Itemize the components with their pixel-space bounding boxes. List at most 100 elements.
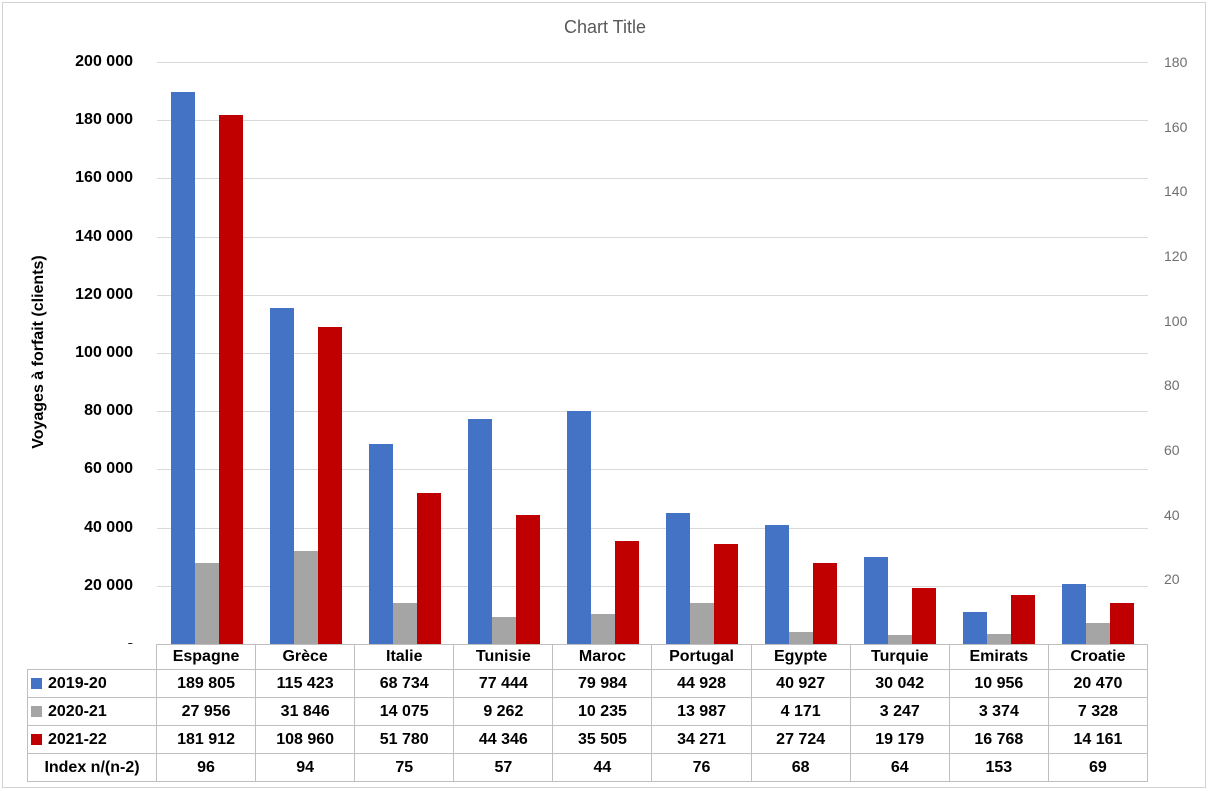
category-header-portugal: Portugal <box>652 644 752 670</box>
series-row-header-2019-20: 2019-20 <box>27 670 157 698</box>
right-axis-tick: 160 <box>1164 119 1188 135</box>
bar-italie-2021-22 <box>416 493 441 644</box>
value-2020-21-tunisie: 9 262 <box>454 698 554 726</box>
index-value-portugal: 76 <box>652 754 752 782</box>
index-value-emirats: 153 <box>949 754 1049 782</box>
bar-maroc-2019-20 <box>566 411 591 644</box>
left-axis-tick: 100 000 <box>75 344 133 361</box>
value-2020-21-italie: 14 075 <box>355 698 455 726</box>
bar-croatie-2020-21 <box>1086 623 1111 644</box>
left-axis-tick: 180 000 <box>75 111 133 128</box>
bar-group-portugal <box>653 62 752 644</box>
index-value-italie: 75 <box>355 754 455 782</box>
legend-swatch-2020-21 <box>31 706 42 717</box>
gridline <box>157 295 1148 296</box>
value-2019-20-emirats: 10 956 <box>949 670 1049 698</box>
right-axis-tick: 80 <box>1164 377 1180 393</box>
gridline <box>157 353 1148 354</box>
right-axis-tick: 120 <box>1164 248 1188 264</box>
value-2020-21-espagne: 27 956 <box>157 698 257 726</box>
bar-emirats-2019-20 <box>963 612 988 644</box>
value-2019-20-egypte: 40 927 <box>751 670 851 698</box>
series-row-header-2020-21: 2020-21 <box>27 698 157 726</box>
bar-emirats-2020-21 <box>987 634 1012 644</box>
bar-egypte-2020-21 <box>789 632 814 644</box>
bar-group-croatie <box>1049 62 1148 644</box>
value-2020-21-emirats: 3 374 <box>949 698 1049 726</box>
index-value-maroc: 44 <box>553 754 653 782</box>
gridline <box>157 62 1148 63</box>
value-2021-22-espagne: 181 912 <box>157 726 257 754</box>
series-name-label: 2021-22 <box>48 730 107 748</box>
value-2020-21-portugal: 13 987 <box>652 698 752 726</box>
value-2021-22-emirats: 16 768 <box>949 726 1049 754</box>
bar-maroc-2021-22 <box>614 541 639 644</box>
category-header-italie: Italie <box>355 644 455 670</box>
bar-tunisie-2020-21 <box>491 617 516 644</box>
bar-group-italie <box>355 62 454 644</box>
value-2021-22-grèce: 108 960 <box>256 726 356 754</box>
value-2019-20-croatie: 20 470 <box>1048 670 1148 698</box>
gridline <box>157 469 1148 470</box>
category-header-espagne: Espagne <box>157 644 257 670</box>
bar-italie-2019-20 <box>368 444 393 644</box>
bar-egypte-2021-22 <box>813 563 838 644</box>
gridline <box>157 411 1148 412</box>
bar-turquie-2019-20 <box>864 557 889 644</box>
gridline <box>157 528 1148 529</box>
bar-turquie-2021-22 <box>912 588 937 644</box>
left-axis-tick: 160 000 <box>75 169 133 186</box>
legend-swatch-2021-22 <box>31 734 42 745</box>
bar-group-tunisie <box>454 62 553 644</box>
category-header-turquie: Turquie <box>850 644 950 670</box>
gridline <box>157 586 1148 587</box>
index-value-grèce: 94 <box>256 754 356 782</box>
value-2020-21-maroc: 10 235 <box>553 698 653 726</box>
index-value-tunisie: 57 <box>454 754 554 782</box>
value-2021-22-maroc: 35 505 <box>553 726 653 754</box>
value-2019-20-grèce: 115 423 <box>256 670 356 698</box>
value-2020-21-turquie: 3 247 <box>850 698 950 726</box>
value-2021-22-croatie: 14 161 <box>1048 726 1148 754</box>
left-axis-tick: 20 000 <box>84 577 133 594</box>
category-header-maroc: Maroc <box>553 644 653 670</box>
chart-title: Chart Title <box>563 17 647 37</box>
value-2021-22-egypte: 27 724 <box>751 726 851 754</box>
left-axis-tick: 140 000 <box>75 228 133 245</box>
bar-group-egypte <box>752 62 851 644</box>
left-axis-tick: 120 000 <box>75 286 133 303</box>
legend-swatch-2019-20 <box>31 678 42 689</box>
bar-group-espagne <box>157 62 256 644</box>
value-2021-22-portugal: 34 271 <box>652 726 752 754</box>
index-row-header: Index n/(n-2) <box>27 754 157 782</box>
value-2021-22-italie: 51 780 <box>355 726 455 754</box>
series-name-label: 2019-20 <box>48 674 107 692</box>
bar-espagne-2021-22 <box>218 115 243 644</box>
series-name-label: 2020-21 <box>48 702 107 720</box>
bar-croatie-2021-22 <box>1110 603 1135 644</box>
bar-grèce-2020-21 <box>293 551 318 644</box>
bar-espagne-2020-21 <box>194 563 219 644</box>
bar-grèce-2021-22 <box>317 327 342 644</box>
category-header-croatie: Croatie <box>1048 644 1148 670</box>
plot-area <box>157 62 1148 644</box>
category-header-tunisie: Tunisie <box>454 644 554 670</box>
bar-tunisie-2021-22 <box>515 515 540 644</box>
bar-portugal-2019-20 <box>666 513 691 644</box>
index-value-egypte: 68 <box>751 754 851 782</box>
bar-grèce-2019-20 <box>269 308 294 644</box>
left-axis-tick: 80 000 <box>84 402 133 419</box>
series-row-header-2021-22: 2021-22 <box>27 726 157 754</box>
left-axis-tick: 40 000 <box>84 519 133 536</box>
bar-espagne-2019-20 <box>170 92 195 644</box>
value-2019-20-portugal: 44 928 <box>652 670 752 698</box>
gridline <box>157 237 1148 238</box>
right-axis-tick: 60 <box>1164 442 1180 458</box>
bar-italie-2020-21 <box>392 603 417 644</box>
index-value-croatie: 69 <box>1048 754 1148 782</box>
bar-group-grèce <box>256 62 355 644</box>
value-2021-22-turquie: 19 179 <box>850 726 950 754</box>
value-2020-21-grèce: 31 846 <box>256 698 356 726</box>
right-axis-tick: 180 <box>1164 54 1188 70</box>
